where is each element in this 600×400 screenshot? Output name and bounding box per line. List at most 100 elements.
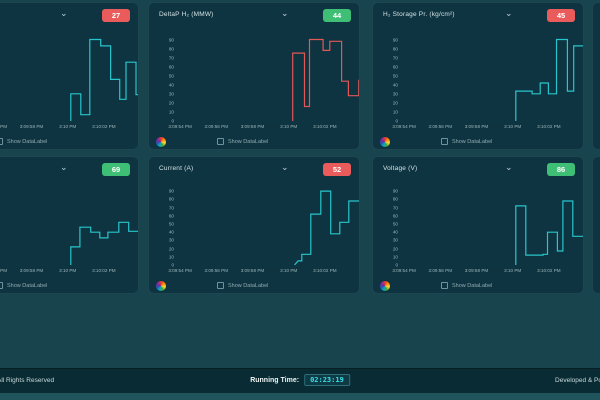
value-badge: 27 xyxy=(102,9,130,22)
checkbox-icon[interactable] xyxy=(217,138,224,145)
x-axis-labels: 3:09:54 PM 3:09:56 PM 3:09:58 PM 3:10 PM 3:1… xyxy=(386,268,576,276)
x-axis-labels: 3:09:54 PM 3:09:56 PM 3:09:58 PM 3:10 PM 3:1… xyxy=(162,124,352,132)
chevron-down-icon[interactable]: ⌄ xyxy=(281,8,289,18)
chevron-down-icon[interactable]: ⌄ xyxy=(60,162,68,172)
y-tick-label: 50 xyxy=(168,221,174,227)
checkbox-icon[interactable] xyxy=(441,138,448,145)
y-tick-label: 70 xyxy=(168,205,174,210)
panel-footer: Show DataLabel xyxy=(149,137,359,149)
footer-bar: All Rights Reserved Running Time: 02:23:… xyxy=(0,368,600,394)
show-datalabel-checkbox[interactable]: Show DataLabel xyxy=(217,138,268,145)
panel-header: ⌄ 27 xyxy=(0,3,138,29)
x-tick-label: 3:10:02 PM xyxy=(313,124,337,129)
panel-deltap-h2: DeltaP H₂ (MMW) ⌄ 44 90 80 70 60 50 40 30 20 10 0… xyxy=(148,2,360,150)
show-datalabel-checkbox[interactable]: Show DataLabel xyxy=(217,282,268,289)
show-datalabel-checkbox[interactable]: Show DataLabel xyxy=(441,282,492,289)
show-datalabel-label: Show DataLabel xyxy=(228,282,269,289)
developer-credit-text: Developed & Po xyxy=(555,377,600,384)
y-tick-label: 10 xyxy=(168,254,174,260)
y-axis-labels: 90 80 70 60 50 40 30 20 10 0 xyxy=(387,35,398,124)
show-datalabel-checkbox[interactable]: Show DataLabel xyxy=(0,138,47,145)
colorwheel-icon[interactable] xyxy=(380,137,390,147)
y-tick-label: 40 xyxy=(168,229,174,235)
panel-footer: Show DataLabel xyxy=(0,281,138,293)
checkbox-icon[interactable] xyxy=(0,138,3,145)
step-line-chart xyxy=(515,200,583,265)
show-datalabel-label: Show DataLabel xyxy=(7,138,48,145)
x-tick-label: 3:09:58 PM xyxy=(464,124,489,129)
chevron-down-icon[interactable]: ⌄ xyxy=(505,8,513,18)
chevron-down-icon[interactable]: ⌄ xyxy=(60,8,68,18)
y-tick-label: 20 xyxy=(392,100,398,106)
y-tick-label: 90 xyxy=(392,37,398,42)
panel-partial-right-top xyxy=(592,2,600,150)
y-axis-labels: 90 80 70 60 50 40 30 20 10 0 xyxy=(163,35,174,124)
panel-header: Voltage (V) ⌄ 86 xyxy=(373,157,583,183)
x-tick-label: 3:10 PM xyxy=(504,124,522,129)
x-axis-labels: 3:09:54 PM 3:09:56 PM 3:09:58 PM 3:10 PM 3:1… xyxy=(162,268,352,276)
panel-footer: Show DataLabel xyxy=(149,281,359,293)
chevron-down-icon[interactable]: ⌄ xyxy=(281,162,289,172)
value-badge: 86 xyxy=(547,163,575,176)
x-tick-label: 3:09:58 PM xyxy=(19,124,44,129)
y-tick-label: 40 xyxy=(168,82,174,88)
x-tick-label: 3:10:02 PM xyxy=(537,268,561,273)
y-tick-label: 0 xyxy=(171,118,174,124)
y-tick-label: 0 xyxy=(395,118,398,124)
show-datalabel-label: Show DataLabel xyxy=(7,282,48,289)
x-tick-label: 3:09:54 PM xyxy=(168,268,192,273)
x-tick-label: 3:09:56 PM xyxy=(0,268,8,273)
colorwheel-icon[interactable] xyxy=(156,281,166,291)
bottom-strip xyxy=(0,393,600,400)
step-line-chart xyxy=(292,38,359,121)
checkbox-icon[interactable] xyxy=(217,282,224,289)
step-line-chart xyxy=(294,190,359,265)
step-line-chart xyxy=(515,38,583,121)
y-tick-label: 80 xyxy=(392,196,398,202)
y-tick-label: 10 xyxy=(392,254,398,260)
chart-line xyxy=(515,38,583,121)
panel-title: Current (A) xyxy=(159,165,194,172)
y-tick-label: 0 xyxy=(171,262,174,268)
x-tick-label: 3:09:58 PM xyxy=(240,124,265,129)
x-tick-label: 3:09:58 PM xyxy=(464,268,489,273)
show-datalabel-checkbox[interactable]: Show DataLabel xyxy=(441,138,492,145)
value-badge: 69 xyxy=(102,163,130,176)
x-tick-label: 3:10:02 PM xyxy=(92,124,116,129)
y-tick-label: 20 xyxy=(392,246,398,252)
panel-voltage: Voltage (V) ⌄ 86 90 80 70 60 50 40 30 20 10 0 3:0… xyxy=(372,156,584,294)
colorwheel-icon[interactable] xyxy=(380,281,390,291)
panel-footer: Show DataLabel xyxy=(373,137,583,149)
checkbox-icon[interactable] xyxy=(0,282,3,289)
y-tick-label: 50 xyxy=(168,73,174,79)
panel-partial-right-bottom xyxy=(592,156,600,294)
show-datalabel-label: Show DataLabel xyxy=(228,138,269,145)
panel-footer: Show DataLabel xyxy=(0,137,138,149)
chevron-down-icon[interactable]: ⌄ xyxy=(505,162,513,172)
y-tick-label: 70 xyxy=(392,55,398,61)
x-tick-label: 3:10 PM xyxy=(59,268,77,273)
chart-line xyxy=(294,190,359,265)
panel-title: DeltaP H₂ (MMW) xyxy=(159,11,214,18)
y-axis-labels: 90 80 70 60 50 40 30 20 10 0 xyxy=(163,187,174,268)
step-line-chart xyxy=(70,38,138,121)
show-datalabel-label: Show DataLabel xyxy=(452,138,493,145)
x-tick-label: 3:09:54 PM xyxy=(392,124,416,129)
step-line-chart xyxy=(70,221,138,265)
y-tick-label: 60 xyxy=(392,213,398,219)
show-datalabel-checkbox[interactable]: Show DataLabel xyxy=(0,282,47,289)
chart-line xyxy=(70,221,138,265)
colorwheel-icon[interactable] xyxy=(156,137,166,147)
y-tick-label: 30 xyxy=(392,237,398,243)
x-tick-label: 3:10 PM xyxy=(280,124,298,129)
panel-footer: Show DataLabel xyxy=(373,281,583,293)
y-tick-label: 30 xyxy=(168,237,174,243)
checkbox-icon[interactable] xyxy=(441,282,448,289)
y-tick-label: 60 xyxy=(392,64,398,70)
y-tick-label: 60 xyxy=(168,64,174,70)
